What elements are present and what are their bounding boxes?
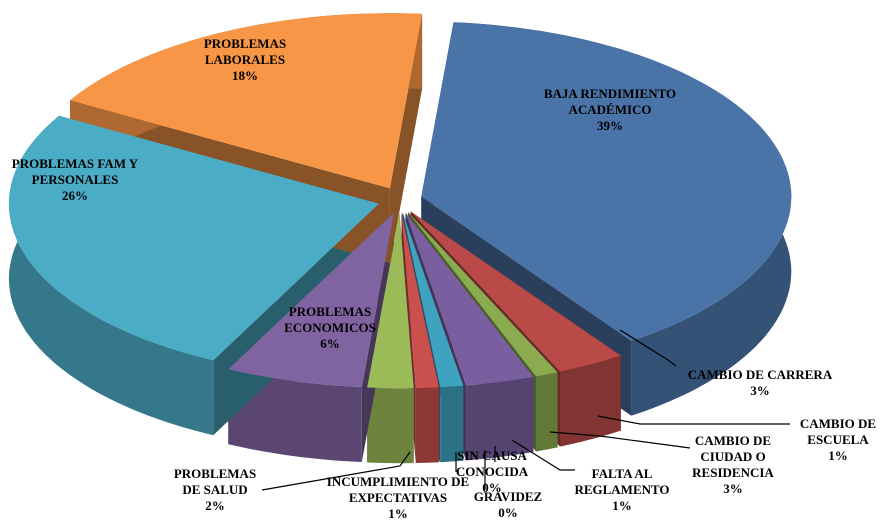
slice: [401, 213, 439, 388]
data-label: PROBLEMAS DE SALUD 2%: [165, 466, 265, 514]
slice: [8, 115, 379, 361]
leaders: [261, 329, 790, 491]
slice-side: [440, 385, 464, 463]
slice-percent: 1%: [828, 448, 848, 463]
slice-side: [228, 369, 362, 462]
slice-percent: 0%: [482, 480, 502, 495]
slice-side: [415, 387, 439, 463]
slice-name: CAMBIO DE CIUDAD O RESIDENCIA: [692, 433, 774, 480]
slice-percent: 26%: [62, 188, 88, 203]
slice: [70, 13, 423, 189]
slice-percent: 18%: [232, 68, 258, 83]
slice-percent: 1%: [388, 506, 408, 521]
slice: [405, 212, 534, 386]
data-label: FALTA AL REGLAMENTO 1%: [567, 466, 677, 514]
data-label: PROBLEMAS LABORALES 18%: [170, 36, 320, 84]
slice-side: [466, 377, 534, 461]
slice-side: [367, 387, 414, 464]
slice-percent: 1%: [612, 498, 632, 513]
slice-name: PROBLEMAS LABORALES: [203, 36, 287, 67]
slice-side: [536, 372, 558, 452]
slice-side: [8, 115, 214, 436]
slice-name: INCUMPLIMIENTO DE EXPECTATIVAS: [326, 474, 470, 505]
slice-percent: 2%: [205, 498, 225, 513]
slice-side: [560, 355, 621, 447]
slice-name: PROBLEMAS DE SALUD: [173, 466, 257, 497]
leader-line: [619, 329, 677, 367]
slice-name: CAMBIO DE CARRERA: [687, 367, 833, 382]
tops: [8, 13, 792, 389]
leader-line: [261, 451, 411, 491]
slice: [402, 213, 464, 388]
data-label: BAJA RENDIMIENTO ACADÉMICO 39%: [505, 86, 715, 134]
leader-line: [549, 431, 691, 449]
slice-name: SIN CAUSA CONOCIDA: [455, 448, 529, 479]
data-label: PROBLEMAS ECONOMICOS 6%: [260, 304, 400, 352]
slice: [408, 212, 558, 377]
slice-name: FALTA AL REGLAMENTO: [574, 466, 670, 497]
slice-name: GRAVIDEZ: [473, 489, 543, 504]
data-label: CAMBIO DE CIUDAD O RESIDENCIA 3%: [678, 433, 788, 497]
slice-name: CAMBIO DE ESCUELA: [799, 416, 877, 447]
slice-percent: 3%: [723, 481, 743, 496]
data-label: SIN CAUSA CONOCIDA 0%: [422, 448, 562, 496]
leader-line: [597, 415, 790, 425]
data-label: CAMBIO DE ESCUELA 1%: [783, 416, 883, 464]
slice-percent: 6%: [320, 336, 340, 351]
slice-percent: 3%: [750, 383, 770, 398]
slice: [410, 211, 621, 372]
leader-line: [511, 439, 575, 471]
data-label: INCUMPLIMIENTO DE EXPECTATIVAS 1%: [323, 474, 473, 522]
slice: [421, 22, 792, 341]
slice-name: BAJA RENDIMIENTO ACADÉMICO: [543, 86, 677, 117]
slice-percent: 39%: [597, 118, 623, 133]
slice-name: PROBLEMAS FAM Y PERSONALES: [11, 156, 139, 187]
slice: [367, 213, 414, 389]
data-label: PROBLEMAS FAM Y PERSONALES 26%: [0, 156, 160, 204]
slice-percent: 0%: [498, 505, 518, 520]
data-label: CAMBIO DE CARRERA 3%: [670, 367, 850, 399]
slice-name: PROBLEMAS ECONOMICOS: [284, 304, 376, 335]
data-label: GRAVIDEZ 0%: [458, 489, 558, 521]
slice: [228, 212, 394, 387]
